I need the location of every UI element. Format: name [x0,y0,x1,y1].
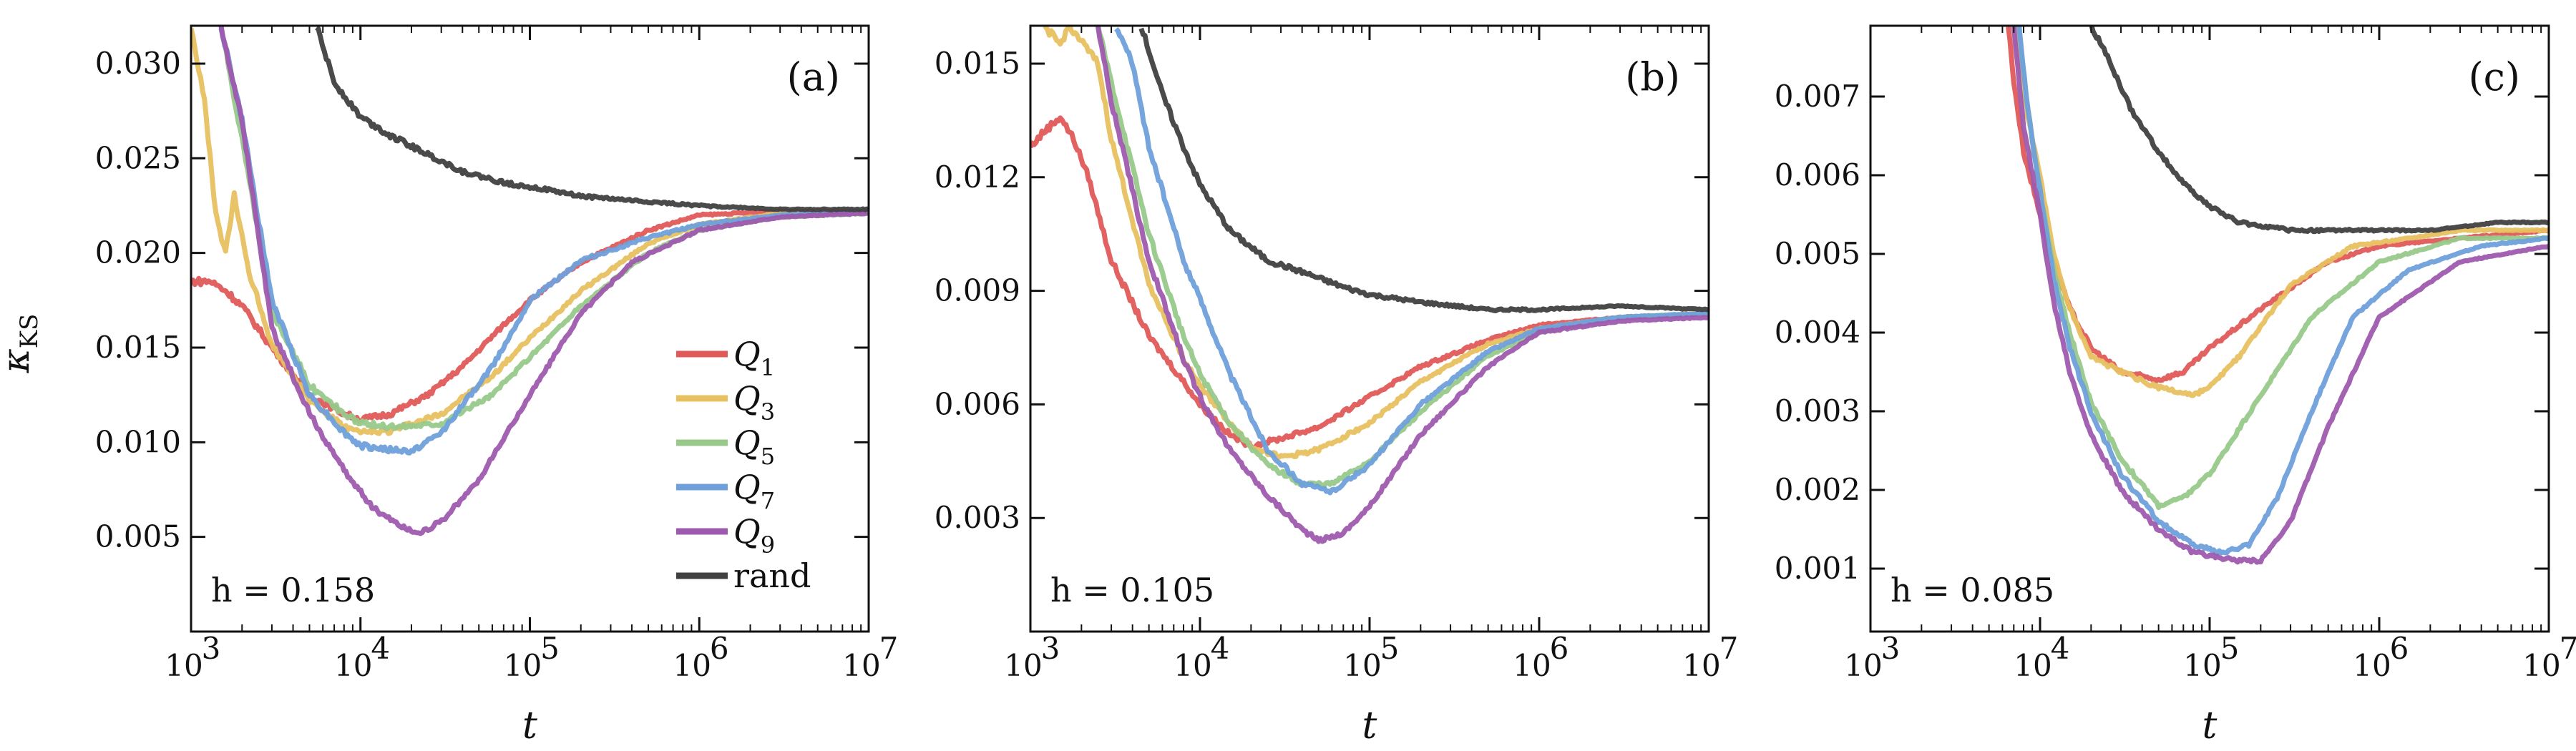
x-tick-exponent: 7 [1719,631,1739,666]
y-tick-label: 0.005 [1775,236,1860,271]
h-annotation: h = 0.085 [1890,571,2054,609]
panel-label: (b) [1625,54,1680,99]
x-tick-exponent: 5 [1380,631,1400,666]
series-line-q9 [2011,26,2549,565]
series-line-rand [1138,27,1709,313]
legend-label: Q9 [733,512,775,559]
x-tick-label: 10 [504,648,542,683]
y-tick-label: 0.030 [95,46,181,81]
x-tick-exponent: 3 [202,631,221,666]
y-tick-label: 0.010 [95,424,181,459]
x-tick-label: 10 [1343,648,1381,683]
series-line-q3 [2011,26,2549,398]
x-tick-exponent: 3 [1041,631,1060,666]
panel-a: 103 104 105 106 1070.0050.0100.0150.0200.025… [95,24,899,747]
series-line-q7 [1114,27,1709,496]
h-annotation: h = 0.105 [1050,571,1214,609]
y-tick-label: 0.006 [1775,157,1860,192]
y-tick-label: 0.009 [935,273,1020,308]
x-tick-label: 10 [2353,648,2391,683]
x-tick-label: 10 [673,648,711,683]
y-tick-label: 0.001 [1775,551,1860,586]
x-tick-exponent: 4 [371,631,390,666]
x-tick-label: 10 [2183,648,2221,683]
legend-label: rand [733,556,811,595]
x-tick-label: 10 [1513,648,1551,683]
x-tick-exponent: 6 [710,631,729,666]
x-tick-label: 10 [842,648,880,683]
x-axis-title: t [522,705,537,747]
y-tick-label: 0.012 [935,159,1020,195]
x-tick-label: 10 [165,648,203,683]
x-tick-exponent: 4 [2051,631,2070,666]
h-annotation: h = 0.158 [211,571,375,609]
x-tick-exponent: 7 [879,631,899,666]
legend-label: Q1 [733,335,775,381]
panel-b: 103 104 105 106 1070.0030.0060.0090.0120.015… [935,24,1739,747]
y-tick-label: 0.003 [935,500,1020,535]
panel-label: (c) [2469,54,2520,99]
x-tick-exponent: 6 [2390,631,2409,666]
series-line-q5 [2016,26,2549,511]
legend-label: Q5 [733,423,775,470]
series-line-q9 [1095,26,1709,544]
y-tick-label: 0.003 [1775,393,1860,428]
x-tick-exponent: 3 [1881,631,1901,666]
x-tick-label: 10 [2014,648,2051,683]
x-tick-label: 10 [2522,648,2560,683]
y-tick-label: 0.007 [1775,79,1860,114]
y-tick-label: 0.015 [935,46,1020,81]
x-tick-exponent: 4 [1211,631,1230,666]
legend-label: Q3 [733,379,775,426]
y-tick-label: 0.004 [1775,315,1860,350]
x-axis-title: t [2202,705,2218,747]
panel-label: (a) [787,54,840,99]
series-line-rand [2089,26,2549,235]
x-tick-exponent: 5 [540,631,560,666]
y-tick-label: 0.020 [95,235,181,270]
y-tick-label: 0.002 [1775,472,1860,507]
legend-label: Q7 [733,468,775,514]
plot-frame [1029,24,1710,633]
series-line-rand [315,26,869,212]
series-line-q7 [2016,26,2549,556]
panel-c: 103 104 105 106 1070.0010.0020.0030.0040.005… [1775,24,2576,747]
x-tick-label: 10 [1844,648,1882,683]
x-tick-label: 10 [334,648,372,683]
y-tick-label: 0.006 [935,386,1020,421]
y-tick-label: 0.025 [95,140,181,175]
y-axis-title: κKS [0,314,44,374]
y-tick-label: 0.005 [95,519,181,554]
x-tick-label: 10 [1682,648,1720,683]
series-line-q9 [218,26,869,536]
x-tick-label: 10 [1174,648,1211,683]
x-axis-title: t [1362,705,1377,747]
x-tick-label: 10 [1004,648,1042,683]
x-tick-exponent: 6 [1550,631,1569,666]
x-tick-exponent: 5 [2220,631,2240,666]
x-tick-exponent: 7 [2560,631,2576,666]
y-tick-label: 0.015 [95,330,181,365]
plot-frame [1869,24,2550,633]
series-line-q5 [1095,26,1709,489]
